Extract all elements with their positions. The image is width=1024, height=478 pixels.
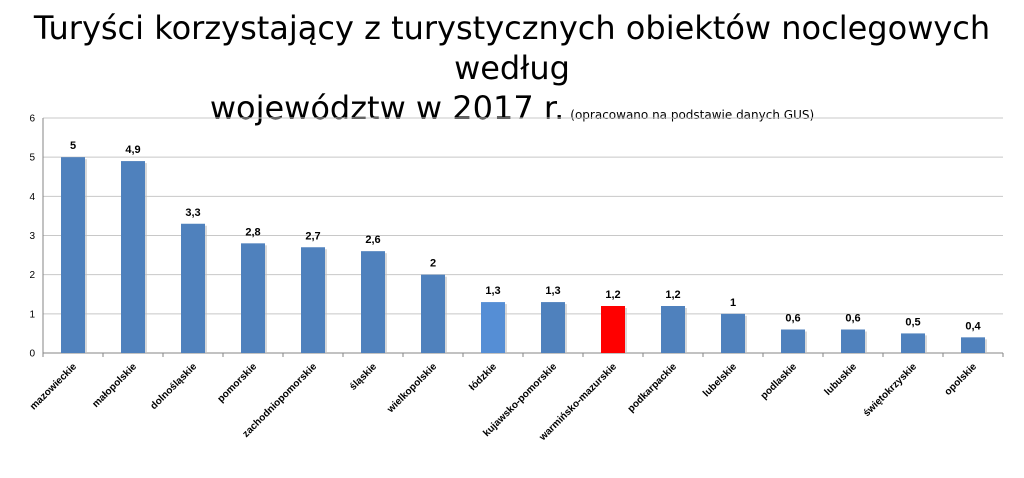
bar xyxy=(961,337,985,353)
data-label: 2 xyxy=(430,258,436,270)
bar xyxy=(121,161,145,353)
bar xyxy=(901,333,925,353)
bar xyxy=(181,223,205,353)
category-label: lubelskie xyxy=(701,361,739,399)
data-label: 3,3 xyxy=(185,207,200,219)
title-line-1: Turyści korzystający z turystycznych obi… xyxy=(33,9,991,87)
category-label: małopolskie xyxy=(90,361,139,410)
y-tick-label: 1 xyxy=(29,309,35,320)
bar xyxy=(361,251,385,353)
category-label: mazowieckie xyxy=(28,361,79,412)
category-label: podkarpackie xyxy=(626,361,680,415)
category-label: dolnośląskie xyxy=(149,361,200,412)
data-label: 0,5 xyxy=(905,316,920,328)
data-label: 1,2 xyxy=(605,289,620,301)
category-label: łódzkie xyxy=(467,361,499,393)
category-label: świętokrzyskie xyxy=(861,361,919,419)
category-label: podlaskie xyxy=(759,361,800,402)
data-label: 1 xyxy=(730,297,736,309)
data-label: 0,4 xyxy=(965,320,981,332)
y-tick-label: 0 xyxy=(29,349,35,360)
bar xyxy=(421,274,445,353)
bar xyxy=(721,313,745,353)
category-label: śląskie xyxy=(348,361,380,393)
y-tick-label: 2 xyxy=(29,270,35,281)
bar xyxy=(601,306,625,353)
data-label: 2,6 xyxy=(365,234,380,246)
y-tick-label: 4 xyxy=(29,192,35,203)
data-label: 4,9 xyxy=(125,144,140,156)
bar xyxy=(481,302,505,353)
bar xyxy=(841,329,865,353)
y-tick-label: 5 xyxy=(29,153,35,164)
bar xyxy=(541,302,565,353)
category-label: opolskie xyxy=(943,361,980,398)
data-label: 5 xyxy=(70,140,76,152)
title-line-2-text: województw w 2017 r. xyxy=(209,89,565,127)
bar xyxy=(781,329,805,353)
y-tick-label: 3 xyxy=(29,231,35,242)
bar xyxy=(241,243,265,353)
category-label: wielkopolskie xyxy=(385,361,440,416)
data-label: 1,3 xyxy=(485,285,500,297)
data-label: 1,2 xyxy=(665,289,680,301)
data-label: 0,6 xyxy=(845,313,860,325)
data-label: 1,3 xyxy=(545,285,560,297)
data-label: 0,6 xyxy=(785,313,800,325)
category-label: lubuskie xyxy=(823,361,860,398)
data-label: 2,8 xyxy=(245,226,260,238)
bar xyxy=(61,157,85,353)
bar xyxy=(301,247,325,353)
bar xyxy=(661,306,685,353)
category-label: pomorskie xyxy=(216,361,260,405)
y-tick-label: 6 xyxy=(29,114,35,125)
data-label: 2,7 xyxy=(305,230,320,242)
